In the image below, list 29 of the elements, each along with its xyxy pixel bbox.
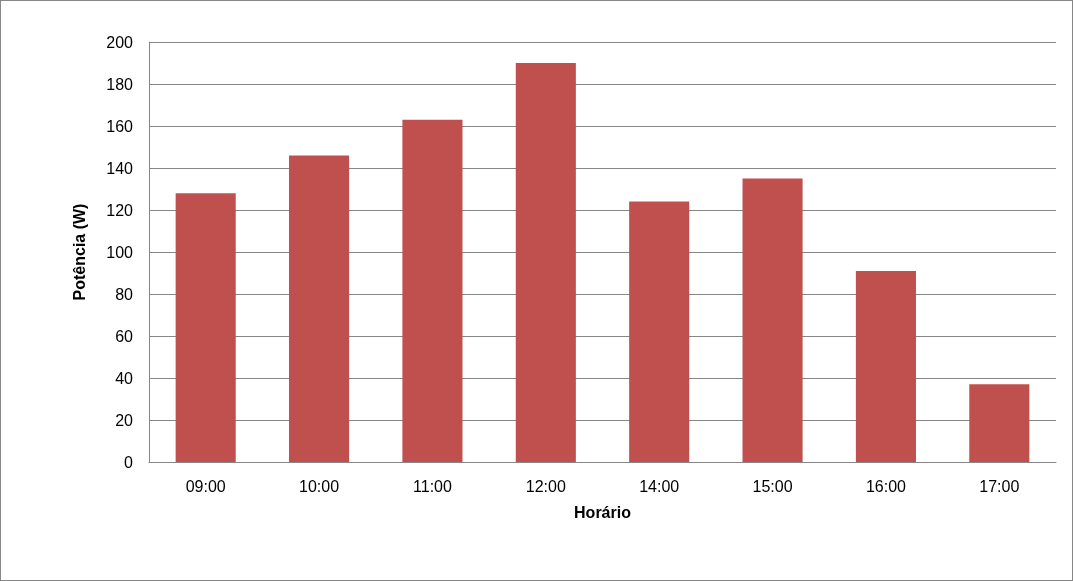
x-tick-label: 14:00 — [639, 477, 680, 495]
x-tick-label: 12:00 — [525, 477, 566, 495]
bar — [289, 155, 350, 462]
y-tick-label: 180 — [106, 75, 134, 93]
y-tick-label: 60 — [115, 327, 134, 345]
x-tick-label: 16:00 — [865, 477, 907, 495]
y-tick-label: 160 — [106, 117, 134, 135]
y-tick-label: 140 — [106, 159, 134, 177]
y-tick-label: 100 — [106, 243, 134, 261]
x-tick-label: 09:00 — [185, 477, 226, 495]
x-axis-title: Horário — [574, 503, 632, 521]
y-tick-label: 80 — [115, 285, 134, 303]
y-axis-title: Potência (W) — [70, 203, 88, 301]
bar — [629, 201, 690, 462]
bar — [742, 178, 803, 462]
x-tick-label: 15:00 — [752, 477, 793, 495]
y-tick-label: 40 — [115, 369, 134, 387]
bar — [175, 193, 236, 462]
y-tick-label: 20 — [115, 411, 134, 429]
y-tick-label: 0 — [124, 453, 134, 471]
x-tick-label: 11:00 — [413, 477, 452, 495]
bar — [855, 270, 916, 462]
y-tick-label: 200 — [106, 33, 134, 51]
bar — [402, 119, 463, 462]
x-tick-label: 17:00 — [979, 477, 1020, 495]
bar — [969, 384, 1030, 462]
bar — [515, 63, 576, 462]
y-tick-label: 120 — [106, 201, 134, 219]
x-tick-label: 10:00 — [299, 477, 340, 495]
